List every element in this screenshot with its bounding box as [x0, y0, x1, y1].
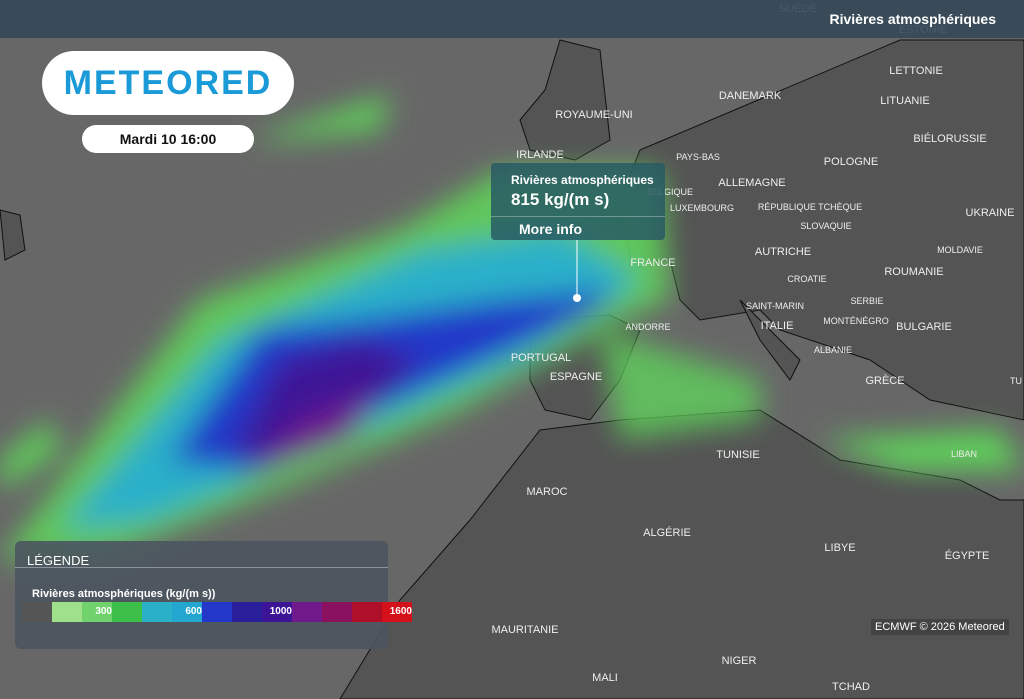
scale-swatch: 300 — [82, 602, 112, 622]
country-label: SAINT-MARIN — [746, 301, 804, 311]
country-label: RÉPUBLIQUE TCHÈQUE — [758, 202, 862, 212]
layer-name[interactable]: Rivières atmosphériques — [829, 11, 996, 27]
country-label: PAYS-BAS — [676, 152, 720, 162]
country-label: TUNISIE — [716, 449, 759, 461]
country-label: LUXEMBOURG — [670, 203, 734, 213]
popup-title: Rivières atmosphériques — [511, 173, 654, 187]
country-label: SERBIE — [850, 296, 883, 306]
scale-swatch — [232, 602, 262, 622]
country-label: IRLANDE — [516, 149, 564, 161]
country-label: ALGÉRIE — [643, 526, 691, 539]
scale-swatch — [142, 602, 172, 622]
country-label: PORTUGAL — [511, 352, 571, 364]
country-label: UKRAINE — [966, 207, 1015, 219]
country-label: NIGER — [722, 655, 757, 667]
more-info[interactable]: More info — [491, 216, 665, 241]
country-label: ESPAGNE — [550, 371, 602, 383]
country-label: TU — [1010, 376, 1022, 386]
country-label: POLOGNE — [824, 156, 878, 168]
country-label: MAROC — [527, 486, 568, 498]
country-label: ROYAUME-UNI — [555, 109, 632, 121]
country-label: SLOVAQUIE — [800, 221, 851, 231]
scale-swatch — [202, 602, 232, 622]
legend-title: LÉGENDE — [27, 553, 90, 568]
popup-value: 815 kg/(m s) — [511, 190, 610, 209]
country-label: ÉGYPTE — [945, 549, 990, 562]
color-scale: 300 600 1000 1600 — [22, 602, 412, 622]
country-label: BULGARIE — [896, 321, 952, 333]
popup: Rivières atmosphériques 815 kg/(m s) Mor… — [491, 163, 665, 240]
country-label: DANEMARK — [719, 90, 782, 102]
country-label: BELGIQUE — [647, 187, 693, 197]
scale-swatch: 1000 — [262, 602, 292, 622]
location-marker — [573, 294, 581, 302]
country-label: ANDORRE — [625, 322, 670, 332]
scale-swatch — [292, 602, 322, 622]
legend-subtitle: Rivières atmosphériques (kg/(m s)) — [32, 588, 216, 600]
scale-swatch: 600 — [172, 602, 202, 622]
date[interactable]: Mardi 10 16:00 — [82, 125, 254, 153]
country-label: ROUMANIE — [884, 266, 943, 278]
country-label: ITALIE — [761, 320, 794, 332]
country-label: ALBANIE — [814, 345, 852, 355]
country-label: LETTONIE — [889, 65, 943, 77]
divider — [15, 567, 388, 568]
country-label: MOLDAVIE — [937, 245, 983, 255]
country-label: LIBYE — [824, 542, 855, 554]
more-info-text[interactable]: More info — [519, 221, 582, 237]
country-label: LITUANIE — [880, 95, 930, 107]
country-label: LIBAN — [951, 449, 977, 459]
scale-swatch — [22, 602, 52, 622]
credit: ECMWF © 2026 Meteored — [871, 619, 1009, 635]
scale-swatch: 1600 — [382, 602, 412, 622]
country-label: TCHAD — [832, 681, 870, 693]
country-label: MALI — [592, 672, 618, 684]
scale-swatch — [322, 602, 352, 622]
scale-swatch — [52, 602, 82, 622]
scale-swatch — [352, 602, 382, 622]
country-label: BIÉLORUSSIE — [913, 132, 986, 145]
country-label: AUTRICHE — [755, 246, 811, 258]
country-label: MONTÉNÉGRO — [823, 316, 889, 326]
scale-swatch — [112, 602, 142, 622]
legend: LÉGENDE Rivières atmosphériques (kg/(m s… — [15, 541, 412, 649]
country-label: GRÈCE — [865, 374, 904, 387]
country-label: ALLEMAGNE — [718, 177, 785, 189]
atmospheric-river — [0, 95, 1024, 560]
logo[interactable]: METEORED — [42, 51, 294, 115]
top-bar — [0, 0, 1024, 38]
country-label: FRANCE — [630, 257, 675, 269]
country-label: MAURITANIE — [491, 624, 558, 636]
country-label: CROATIE — [787, 274, 826, 284]
